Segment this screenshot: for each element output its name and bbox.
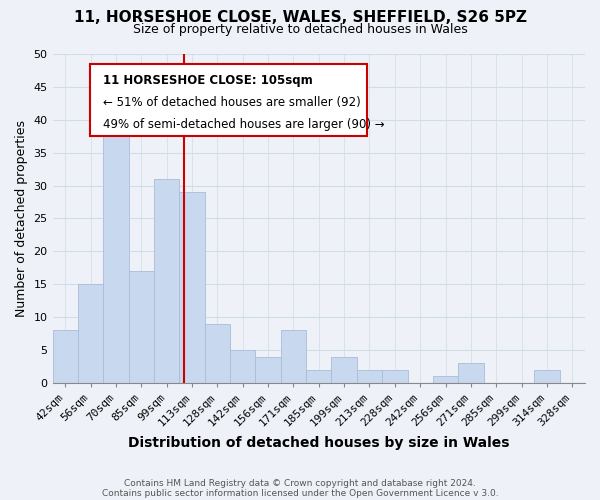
Bar (458, 363, 484, 383)
Y-axis label: Number of detached properties: Number of detached properties (15, 120, 28, 317)
FancyBboxPatch shape (90, 64, 367, 136)
Text: Contains HM Land Registry data © Crown copyright and database right 2024.: Contains HM Land Registry data © Crown c… (124, 478, 476, 488)
Bar (331, 356, 357, 383)
Bar (357, 370, 382, 383)
Bar (382, 370, 407, 383)
Bar (205, 324, 230, 383)
Bar (128, 271, 154, 383)
Text: ← 51% of detached houses are smaller (92): ← 51% of detached houses are smaller (92… (103, 96, 361, 109)
Bar (306, 370, 331, 383)
Text: Size of property relative to detached houses in Wales: Size of property relative to detached ho… (133, 22, 467, 36)
Bar (78, 284, 103, 383)
Bar (53, 330, 78, 383)
Text: 11, HORSESHOE CLOSE, WALES, SHEFFIELD, S26 5PZ: 11, HORSESHOE CLOSE, WALES, SHEFFIELD, S… (74, 10, 527, 25)
X-axis label: Distribution of detached houses by size in Wales: Distribution of detached houses by size … (128, 436, 509, 450)
Bar (103, 120, 128, 383)
Text: Contains public sector information licensed under the Open Government Licence v : Contains public sector information licen… (101, 488, 499, 498)
Bar (230, 350, 256, 383)
Text: 11 HORSESHOE CLOSE: 105sqm: 11 HORSESHOE CLOSE: 105sqm (103, 74, 313, 86)
Bar (154, 179, 179, 383)
Text: 49% of semi-detached houses are larger (90) →: 49% of semi-detached houses are larger (… (103, 118, 385, 132)
Bar (534, 370, 560, 383)
Bar (256, 356, 281, 383)
Bar (179, 192, 205, 383)
Bar (281, 330, 306, 383)
Bar (433, 376, 458, 383)
